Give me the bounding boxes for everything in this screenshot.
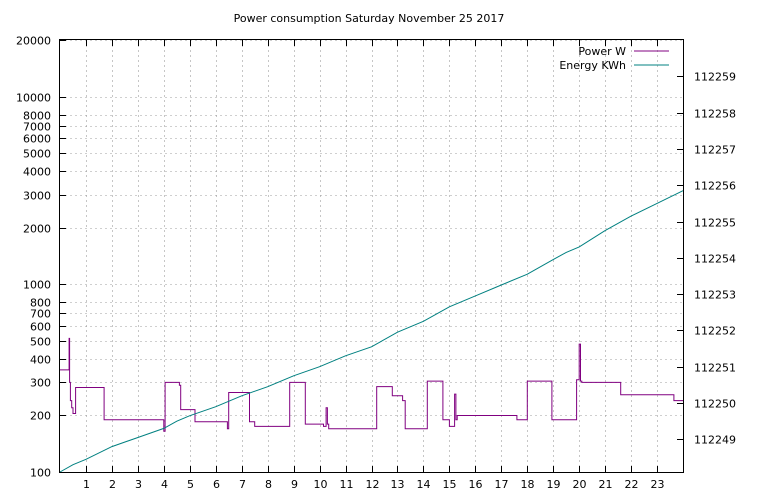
x-tick-label: 16 <box>469 478 483 491</box>
y2-tick-label: 112250 <box>694 398 736 411</box>
y2-tick-label: 112259 <box>694 71 736 84</box>
x-tick-label: 8 <box>265 478 272 491</box>
x-tick-label: 22 <box>625 478 639 491</box>
plot-frame <box>59 39 684 473</box>
y-tick-label: 700 <box>30 308 51 321</box>
x-tick-label: 10 <box>314 478 328 491</box>
y2-tick-label: 112254 <box>694 253 736 266</box>
x-tick-label: 2 <box>109 478 116 491</box>
x-tick-label: 1 <box>83 478 90 491</box>
grid <box>60 40 683 473</box>
x-tick-label: 17 <box>495 478 509 491</box>
chart-title: Power consumption Saturday November 25 2… <box>234 12 505 25</box>
y-tick-label: 600 <box>30 321 51 334</box>
y2-tick-label: 112256 <box>694 180 736 193</box>
y-tick-label: 500 <box>30 336 51 349</box>
x-tick-label: 5 <box>187 478 194 491</box>
legend-label: Power W <box>578 45 626 58</box>
y-tick-label: 100 <box>30 467 51 480</box>
series-line-0 <box>60 337 683 432</box>
x-tick-label: 9 <box>291 478 298 491</box>
x-tick-label: 3 <box>135 478 142 491</box>
y2-tick-label: 112255 <box>694 217 736 230</box>
ticks: 1 2 3 4 5 6 7 8 9 10 11 12 13 14 15 16 17 18 19 20 21 22 23100… <box>16 35 736 492</box>
series-line-1 <box>59 190 684 473</box>
y-tick-label: 10000 <box>16 92 51 105</box>
y2-tick-label: 112249 <box>694 434 736 447</box>
x-tick-label: 15 <box>443 478 457 491</box>
x-tick-label: 11 <box>340 478 354 491</box>
y-tick-label: 4000 <box>23 166 51 179</box>
x-tick-label: 23 <box>651 478 665 491</box>
x-tick-label: 13 <box>391 478 405 491</box>
x-tick-label: 21 <box>599 478 613 491</box>
x-tick-label: 14 <box>417 478 431 491</box>
y2-tick-label: 112252 <box>694 325 736 338</box>
y2-tick-label: 112258 <box>694 108 736 121</box>
y-tick-label: 300 <box>30 377 51 390</box>
y-tick-label: 3000 <box>23 190 51 203</box>
y-tick-label: 7000 <box>23 121 51 134</box>
y2-tick-label: 112253 <box>694 289 736 302</box>
y-tick-label: 1000 <box>23 279 51 292</box>
y-tick-label: 20000 <box>16 35 51 48</box>
x-tick-label: 7 <box>239 478 246 491</box>
y-tick-label: 800 <box>30 297 51 310</box>
x-tick-label: 12 <box>366 478 380 491</box>
x-tick-label: 6 <box>213 478 220 491</box>
y-tick-label: 400 <box>30 354 51 367</box>
x-tick-label: 20 <box>573 478 587 491</box>
y-tick-label: 6000 <box>23 133 51 146</box>
legend-label: Energy KWh <box>559 59 626 72</box>
y2-tick-label: 112257 <box>694 144 736 157</box>
y-tick-label: 5000 <box>23 148 51 161</box>
x-tick-label: 4 <box>161 478 168 491</box>
series-lines <box>59 190 684 473</box>
y-tick-label: 8000 <box>23 110 51 123</box>
x-tick-label: 19 <box>547 478 561 491</box>
x-tick-label: 18 <box>521 478 535 491</box>
y2-tick-label: 112251 <box>694 362 736 375</box>
y-tick-label: 2000 <box>23 223 51 236</box>
y-tick-label: 200 <box>30 410 51 423</box>
